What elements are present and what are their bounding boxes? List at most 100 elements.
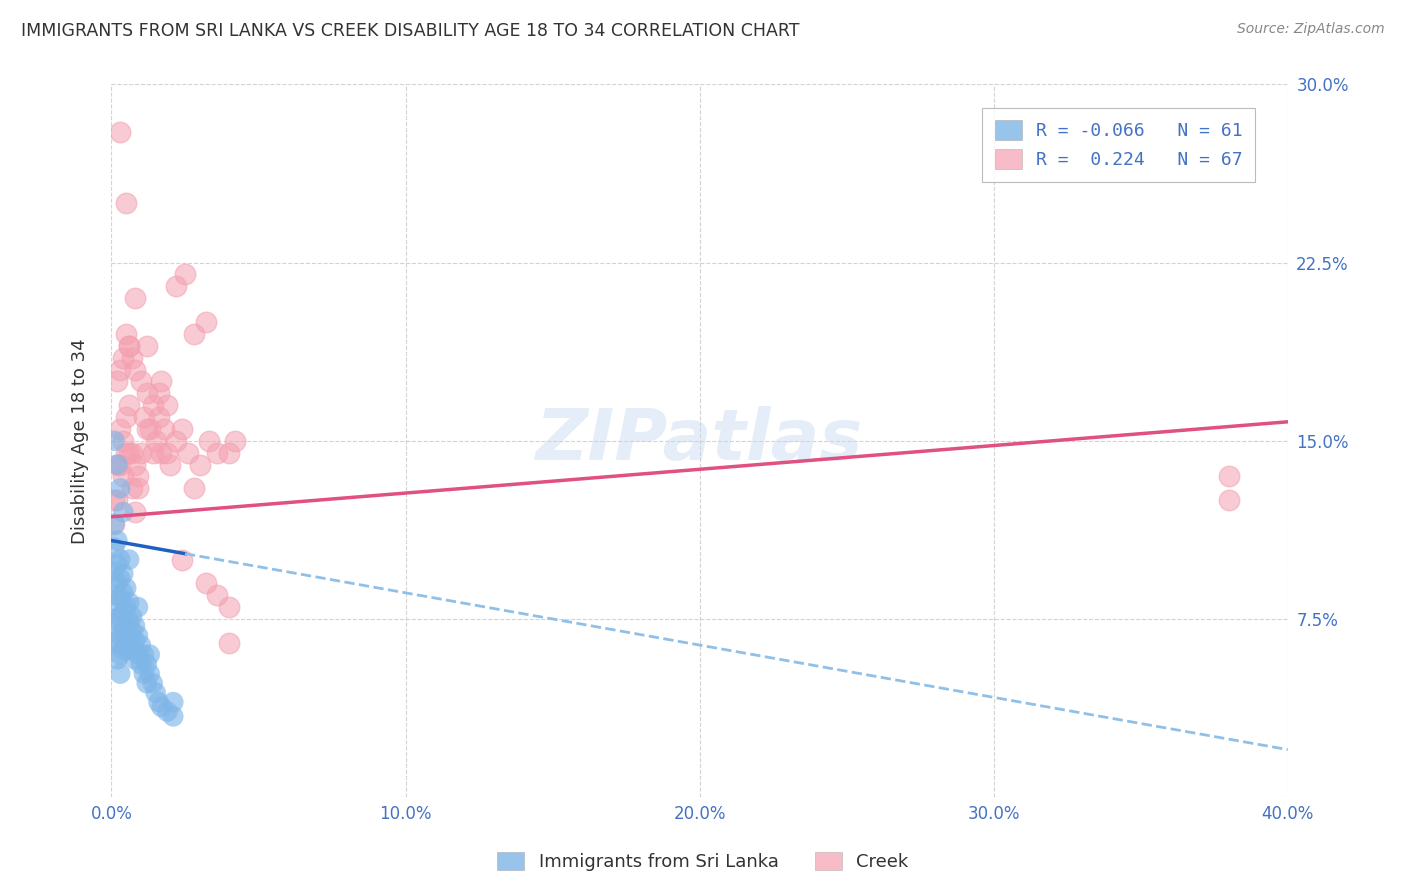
Point — [118, 633, 141, 648]
Point — [132, 648, 155, 662]
Point — [103, 516, 125, 531]
Point — [121, 481, 143, 495]
Point — [183, 481, 205, 495]
Point — [135, 422, 157, 436]
Point — [103, 636, 125, 650]
Point — [118, 552, 141, 566]
Point — [105, 458, 128, 472]
Point — [121, 609, 143, 624]
Point — [110, 125, 132, 139]
Point — [183, 326, 205, 341]
Point — [148, 695, 170, 709]
Point — [115, 619, 138, 633]
Point — [105, 375, 128, 389]
Point — [165, 279, 187, 293]
Point — [115, 600, 138, 615]
Point — [112, 624, 135, 638]
Point — [115, 581, 138, 595]
Point — [145, 685, 167, 699]
Point — [105, 615, 128, 629]
Point — [218, 445, 240, 459]
Point — [103, 434, 125, 448]
Point — [103, 516, 125, 531]
Point — [105, 576, 128, 591]
Point — [112, 643, 135, 657]
Point — [112, 605, 135, 619]
Point — [121, 624, 143, 638]
Point — [162, 709, 184, 723]
Point — [110, 552, 132, 566]
Point — [115, 326, 138, 341]
Point — [118, 339, 141, 353]
Point — [105, 533, 128, 548]
Point — [138, 648, 160, 662]
Point — [132, 666, 155, 681]
Point — [218, 600, 240, 615]
Point — [105, 493, 128, 508]
Point — [103, 493, 125, 508]
Point — [142, 398, 165, 412]
Point — [110, 422, 132, 436]
Point — [129, 445, 152, 459]
Point — [127, 469, 149, 483]
Point — [112, 505, 135, 519]
Point — [103, 565, 125, 579]
Point — [112, 566, 135, 581]
Point — [112, 351, 135, 365]
Point — [105, 652, 128, 666]
Point — [110, 648, 132, 662]
Point — [110, 666, 132, 681]
Point — [121, 351, 143, 365]
Point — [127, 648, 149, 662]
Point — [224, 434, 246, 448]
Point — [135, 339, 157, 353]
Point — [115, 638, 138, 652]
Point — [124, 652, 146, 666]
Point — [112, 469, 135, 483]
Point — [194, 576, 217, 591]
Point — [110, 572, 132, 586]
Point — [103, 541, 125, 555]
Point — [150, 375, 173, 389]
Point — [110, 591, 132, 605]
Point — [105, 558, 128, 572]
Point — [118, 398, 141, 412]
Point — [135, 676, 157, 690]
Point — [148, 410, 170, 425]
Point — [105, 458, 128, 472]
Point — [135, 386, 157, 401]
Point — [118, 595, 141, 609]
Point — [112, 434, 135, 448]
Point — [138, 666, 160, 681]
Point — [127, 481, 149, 495]
Point — [105, 595, 128, 609]
Point — [150, 699, 173, 714]
Point — [1218, 469, 1240, 483]
Point — [218, 636, 240, 650]
Point — [127, 629, 149, 643]
Point — [207, 445, 229, 459]
Point — [156, 705, 179, 719]
Point — [103, 588, 125, 602]
Point — [127, 600, 149, 615]
Point — [170, 422, 193, 436]
Point — [197, 434, 219, 448]
Point — [110, 362, 132, 376]
Point — [174, 268, 197, 282]
Point — [145, 434, 167, 448]
Point — [118, 615, 141, 629]
Legend: R = -0.066   N = 61, R =  0.224   N = 67: R = -0.066 N = 61, R = 0.224 N = 67 — [981, 108, 1256, 182]
Point — [148, 386, 170, 401]
Point — [105, 633, 128, 648]
Point — [129, 638, 152, 652]
Point — [124, 291, 146, 305]
Point — [124, 619, 146, 633]
Point — [103, 612, 125, 626]
Point — [170, 552, 193, 566]
Point — [124, 633, 146, 648]
Point — [132, 410, 155, 425]
Point — [110, 629, 132, 643]
Point — [115, 410, 138, 425]
Point — [110, 609, 132, 624]
Point — [129, 375, 152, 389]
